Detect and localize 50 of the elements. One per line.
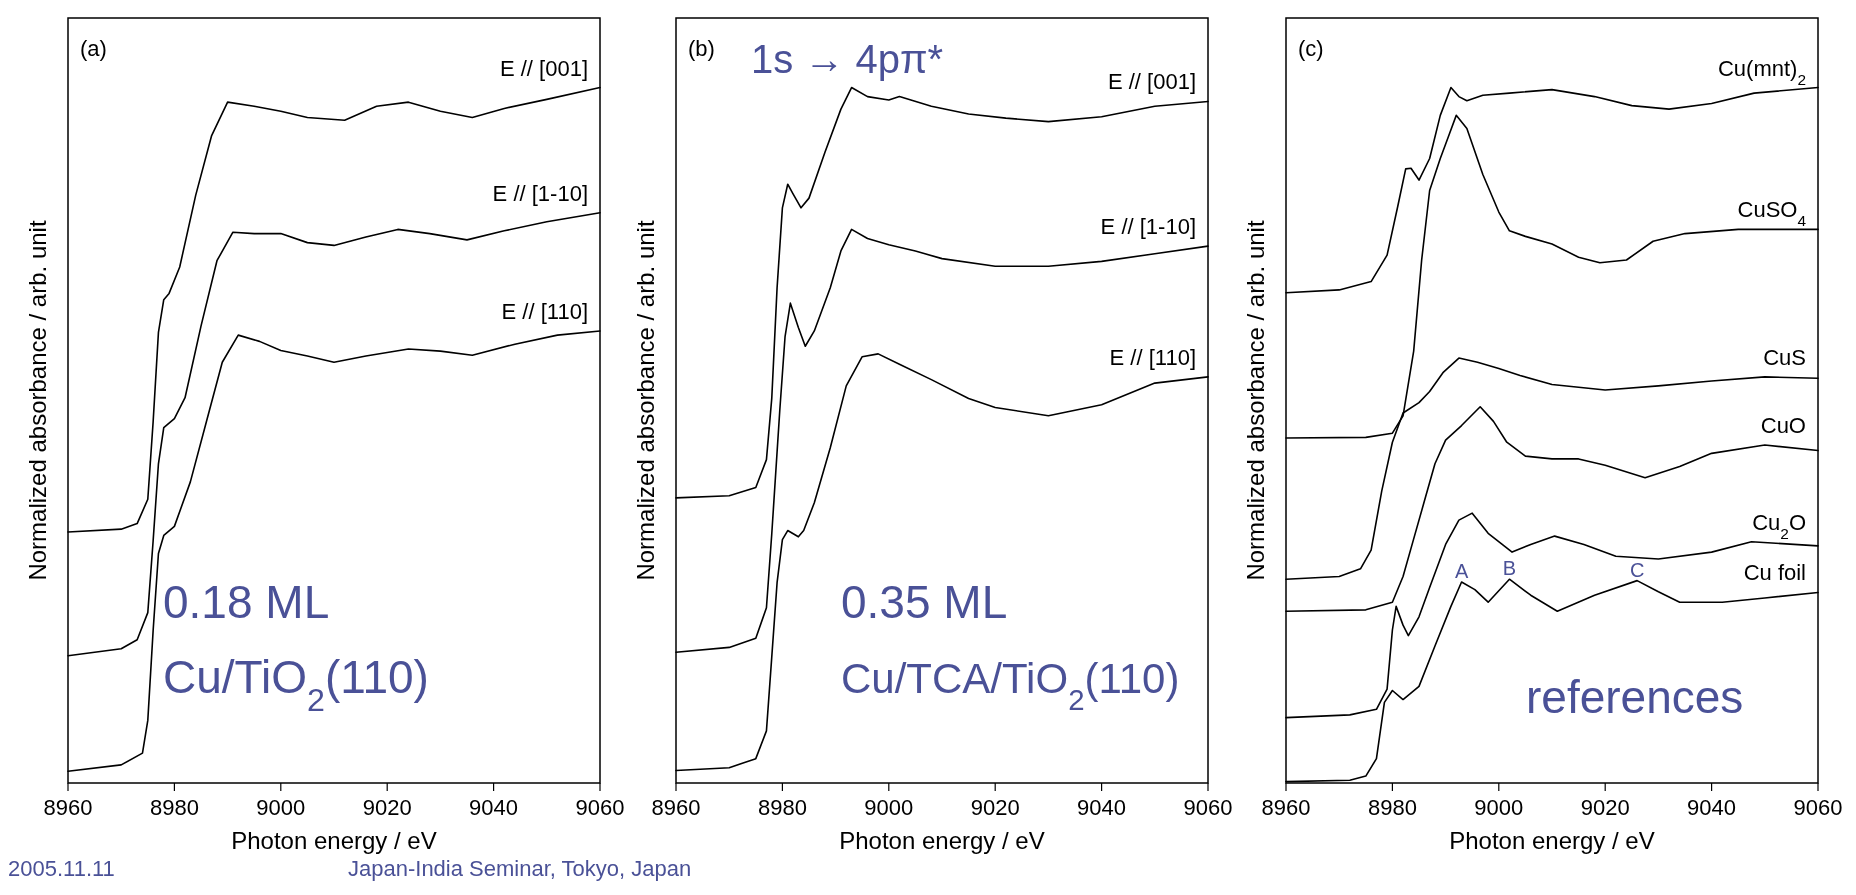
series-label: E // [001]	[499, 55, 588, 81]
text: 2005.11.11	[8, 856, 115, 881]
annotation: C	[1629, 558, 1645, 581]
annotation: Cu/TiO$_{2}$(110)	[163, 651, 429, 718]
x-tick-label: 9000	[1474, 795, 1524, 820]
x-tick-label: 9060	[575, 795, 625, 820]
x-tick-label: 9020	[970, 795, 1020, 820]
series-label: E // [110]	[1109, 344, 1196, 370]
annotation: A	[1454, 560, 1469, 583]
annotation: references	[1526, 671, 1744, 723]
x-tick-label: 9060	[1183, 795, 1233, 820]
series-label: CuO	[1760, 413, 1806, 439]
x-tick-label: 9000	[864, 795, 914, 820]
series-label: E // [001]	[1107, 69, 1196, 95]
x-tick-label: 9040	[1077, 795, 1127, 820]
x-tick-label: 8980	[1367, 795, 1417, 820]
x-axis-title: Photon energy / eV	[1449, 827, 1655, 854]
x-tick-label: 8980	[149, 795, 199, 820]
y-axis-title: Normalized absorbance / arb. unit	[632, 220, 659, 581]
y-axis-title: Normalized absorbance / arb. unit	[24, 220, 51, 581]
text: (c)	[1298, 36, 1324, 61]
text: (a)	[80, 36, 107, 61]
x-tick-label: 8960	[1261, 795, 1311, 820]
text: 1s → 4pπ*	[751, 37, 944, 81]
annotation: B	[1502, 557, 1517, 580]
series-label: Cu foil	[1743, 560, 1806, 586]
text: Japan-India Seminar, Tokyo, Japan	[348, 856, 692, 881]
x-tick-label: 8960	[651, 795, 701, 820]
x-tick-label: 9040	[1687, 795, 1737, 820]
x-tick-label: 9040	[469, 795, 519, 820]
x-tick-label: 9020	[362, 795, 412, 820]
series-label: CuS	[1763, 344, 1806, 370]
x-tick-label: 9020	[1580, 795, 1630, 820]
annotation: 0.18 ML	[163, 576, 330, 628]
x-tick-label: 8980	[757, 795, 807, 820]
y-axis-title: Normalized absorbance / arb. unit	[1242, 220, 1269, 581]
series-label: Cu(mnt)$_{2}$	[1717, 55, 1806, 88]
series-label: Cu$_{2}$O	[1752, 509, 1806, 542]
x-axis-title: Photon energy / eV	[231, 827, 437, 854]
annotation: 0.35 ML	[841, 576, 1008, 628]
x-axis-title: Photon energy / eV	[839, 827, 1045, 854]
series-label: CuSO$_{4}$	[1737, 197, 1807, 229]
series-label: E // [110]	[501, 298, 588, 324]
series-label: E // [1-10]	[492, 180, 588, 206]
x-tick-label: 9000	[256, 795, 306, 820]
x-tick-label: 8960	[43, 795, 93, 820]
x-tick-label: 9060	[1793, 795, 1843, 820]
text: (b)	[688, 36, 715, 61]
annotation: Cu/TCA/TiO$_{2}$(110)	[841, 655, 1180, 716]
series-label: E // [1-10]	[1100, 214, 1196, 240]
